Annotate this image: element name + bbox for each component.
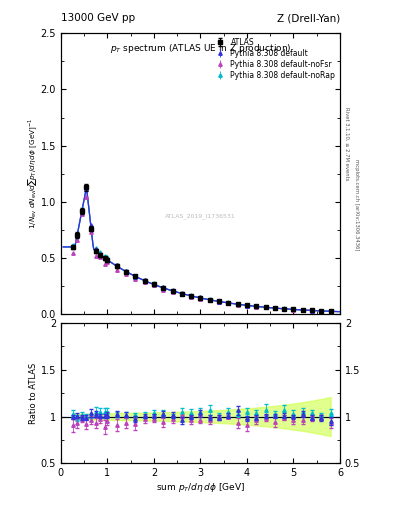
X-axis label: sum $p_T/d\eta\,d\phi$ [GeV]: sum $p_T/d\eta\,d\phi$ [GeV] — [156, 481, 245, 494]
Y-axis label: $1/N_\mathrm{ev}\ dN_\mathrm{ev}/d\!\sum\! p_T/d\eta\,d\phi\ [\mathrm{GeV}]^{-1}: $1/N_\mathrm{ev}\ dN_\mathrm{ev}/d\!\sum… — [26, 118, 39, 229]
Text: Z (Drell-Yan): Z (Drell-Yan) — [277, 13, 340, 23]
Text: mcplots.cern.ch [arXiv:1306.3436]: mcplots.cern.ch [arXiv:1306.3436] — [354, 159, 359, 250]
Y-axis label: Ratio to ATLAS: Ratio to ATLAS — [29, 362, 38, 424]
Text: 13000 GeV pp: 13000 GeV pp — [61, 13, 135, 23]
Text: $p_T$ spectrum (ATLAS UE in Z production): $p_T$ spectrum (ATLAS UE in Z production… — [110, 41, 291, 55]
Legend: ATLAS, Pythia 8.308 default, Pythia 8.308 default-noFsr, Pythia 8.308 default-no: ATLAS, Pythia 8.308 default, Pythia 8.30… — [211, 37, 336, 80]
Text: Rivet 3.1.10, ≥ 2.7M events: Rivet 3.1.10, ≥ 2.7M events — [345, 106, 350, 180]
Text: ATLAS_2019_I1736531: ATLAS_2019_I1736531 — [165, 213, 236, 219]
